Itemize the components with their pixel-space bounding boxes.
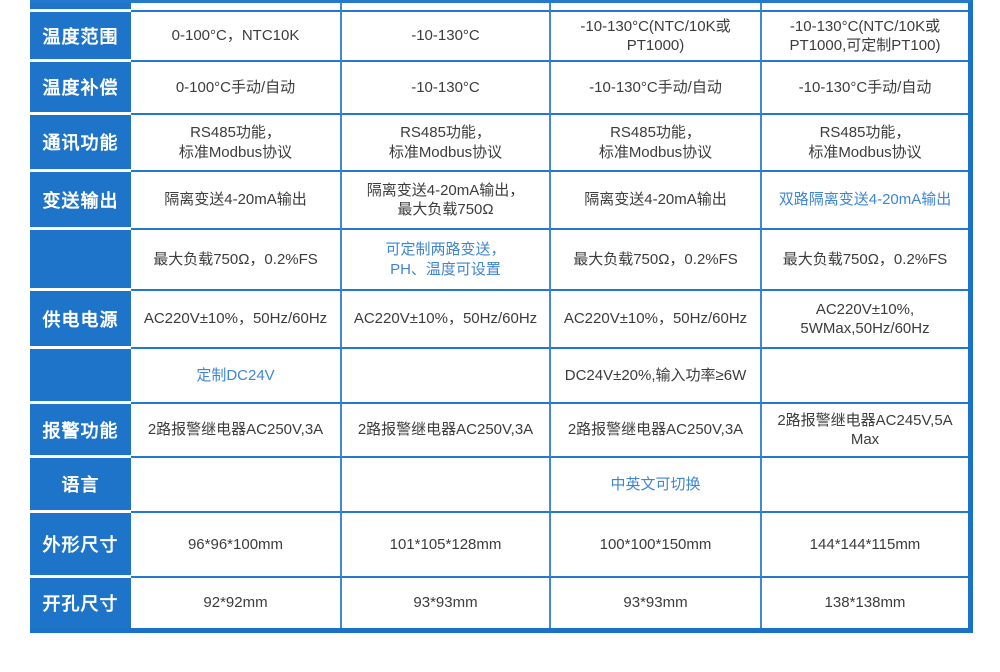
- spec-cell: [762, 349, 968, 404]
- spec-cell: 2路报警继电器AC250V,3A: [342, 404, 551, 458]
- spec-cell-partial: [762, 3, 968, 12]
- spec-cell: -10-130°C(NTC/10K或 PT1000,可定制PT100): [762, 12, 968, 62]
- row-header: 开孔尺寸: [30, 578, 131, 628]
- spec-cell: AC220V±10%，50Hz/60Hz: [342, 291, 551, 349]
- spec-cell: -10-130°C手动/自动: [762, 62, 968, 115]
- row-header: 温度补偿: [30, 62, 131, 115]
- spec-cell: RS485功能， 标准Modbus协议: [342, 115, 551, 172]
- spec-cell: 100*100*150mm: [551, 513, 762, 578]
- row-header: [30, 230, 131, 291]
- spec-cell: 93*93mm: [551, 578, 762, 628]
- row-header: 语言: [30, 458, 131, 513]
- spec-cell: RS485功能， 标准Modbus协议: [551, 115, 762, 172]
- spec-cell: [342, 349, 551, 404]
- spec-cell: 0-100°C手动/自动: [131, 62, 342, 115]
- spec-cell: RS485功能， 标准Modbus协议: [131, 115, 342, 172]
- spec-cell: 最大负载750Ω，0.2%FS: [131, 230, 342, 291]
- spec-cell: [762, 458, 968, 513]
- spec-cell: 隔离变送4-20mA输出: [551, 172, 762, 230]
- spec-cell: -10-130°C: [342, 12, 551, 62]
- spec-cell-partial: [551, 3, 762, 12]
- spec-cell: 92*92mm: [131, 578, 342, 628]
- spec-cell: -10-130°C: [342, 62, 551, 115]
- spec-cell: 93*93mm: [342, 578, 551, 628]
- spec-cell: [131, 458, 342, 513]
- row-header: 温度范围: [30, 12, 131, 62]
- spec-cell: 隔离变送4-20mA输出: [131, 172, 342, 230]
- spec-cell: 0-100°C，NTC10K: [131, 12, 342, 62]
- spec-cell: -10-130°C手动/自动: [551, 62, 762, 115]
- spec-cell: 可定制两路变送， PH、温度可设置: [342, 230, 551, 291]
- spec-cell: RS485功能， 标准Modbus协议: [762, 115, 968, 172]
- spec-cell: 2路报警继电器AC250V,3A: [551, 404, 762, 458]
- spec-cell: 138*138mm: [762, 578, 968, 628]
- spec-cell: 定制DC24V: [131, 349, 342, 404]
- spec-cell: 双路隔离变送4-20mA输出: [762, 172, 968, 230]
- spec-cell: DC24V±20%,输入功率≥6W: [551, 349, 762, 404]
- row-header: 外形尺寸: [30, 513, 131, 578]
- spec-comparison-table: 温度范围 0-100°C，NTC10K -10-130°C -10-130°C(NTC…: [30, 0, 973, 633]
- spec-cell: 96*96*100mm: [131, 513, 342, 578]
- spec-cell: 101*105*128mm: [342, 513, 551, 578]
- row-header: 供电电源: [30, 291, 131, 349]
- row-header: 通讯功能: [30, 115, 131, 172]
- row-header: 报警功能: [30, 404, 131, 458]
- spec-cell: 144*144*115mm: [762, 513, 968, 578]
- spec-cell: -10-130°C(NTC/10K或PT1000): [551, 12, 762, 62]
- spec-cell: 2路报警继电器AC250V,3A: [131, 404, 342, 458]
- spec-cell: 最大负载750Ω，0.2%FS: [551, 230, 762, 291]
- spec-cell-partial: [342, 3, 551, 12]
- spec-cell: 中英文可切换: [551, 458, 762, 513]
- row-header: 变送输出: [30, 172, 131, 230]
- row-header-partial: [30, 3, 131, 12]
- spec-cell-partial: [131, 3, 342, 12]
- spec-cell: AC220V±10%，50Hz/60Hz: [131, 291, 342, 349]
- spec-cell: 2路报警继电器AC245V,5A Max: [762, 404, 968, 458]
- spec-cell: AC220V±10%，50Hz/60Hz: [551, 291, 762, 349]
- row-header: [30, 349, 131, 404]
- spec-cell: 最大负载750Ω，0.2%FS: [762, 230, 968, 291]
- spec-cell: 隔离变送4-20mA输出， 最大负载750Ω: [342, 172, 551, 230]
- spec-cell: [342, 458, 551, 513]
- spec-cell: AC220V±10%, 5WMax,50Hz/60Hz: [762, 291, 968, 349]
